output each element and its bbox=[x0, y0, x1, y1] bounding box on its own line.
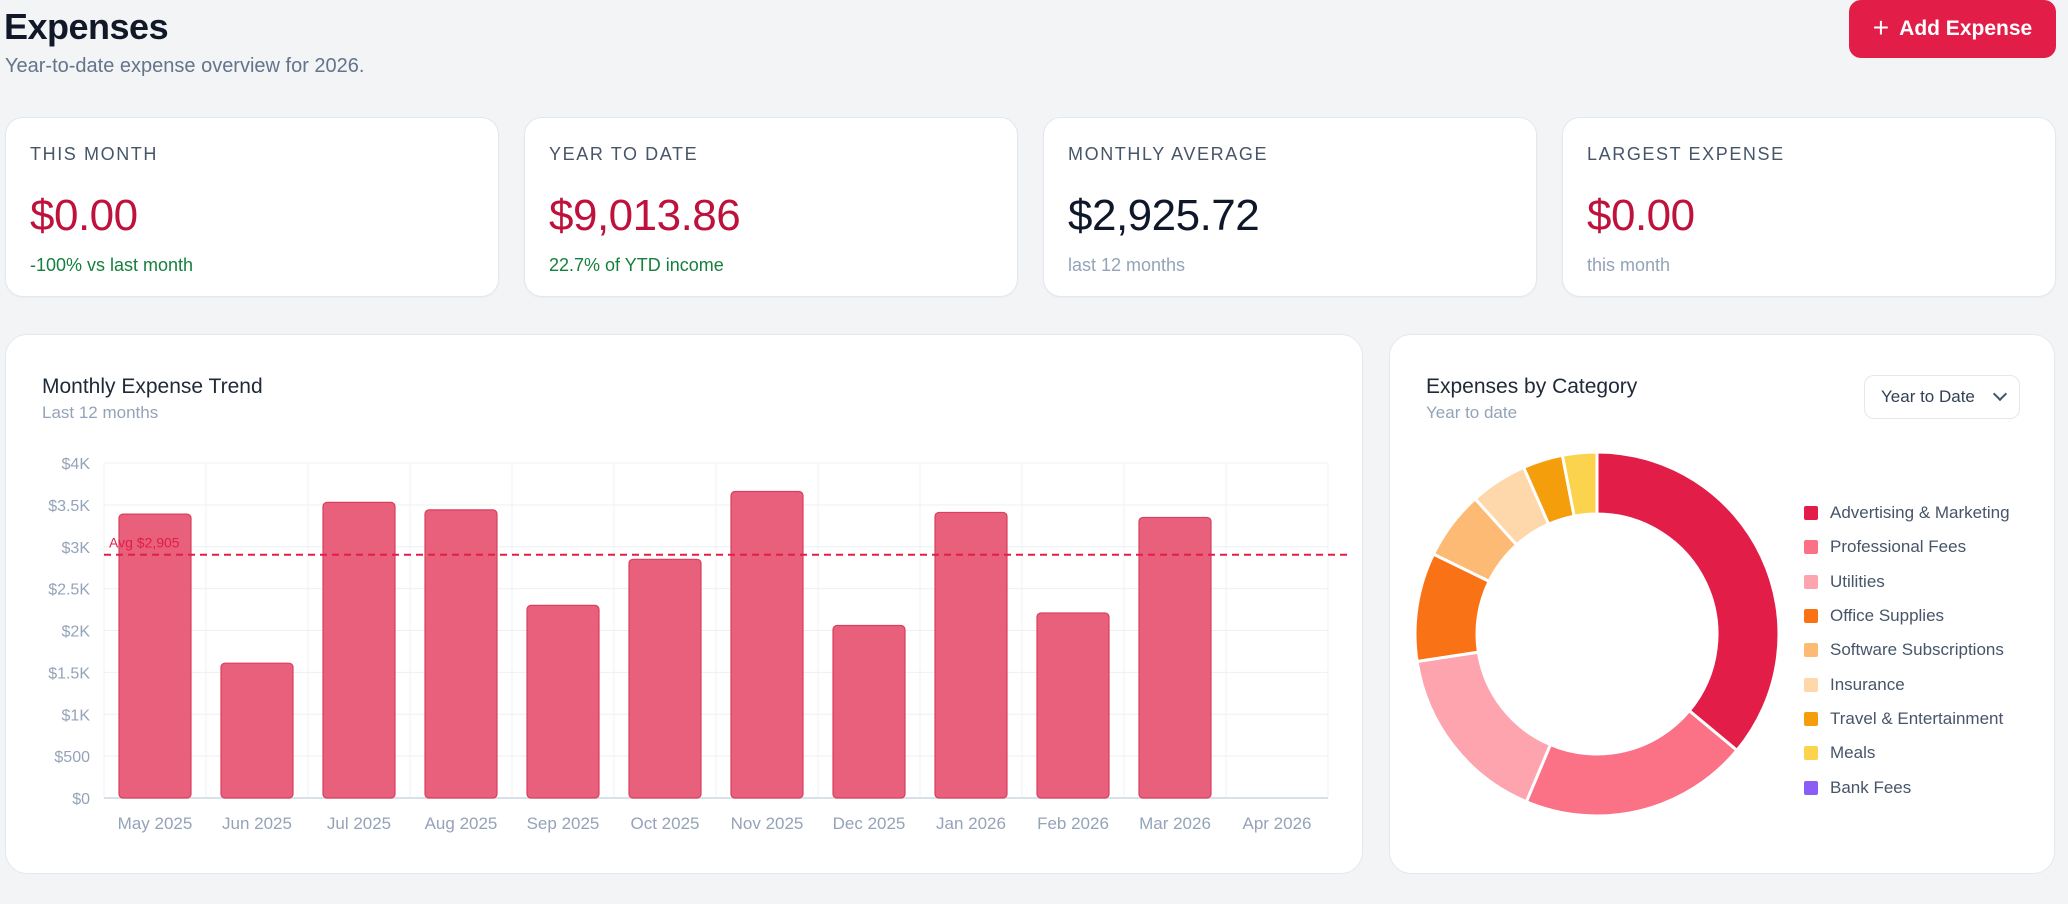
legend-swatch bbox=[1804, 780, 1818, 795]
category-legend: Advertising & Marketing Professional Fees… bbox=[1804, 496, 2010, 805]
category-subtitle: Year to date bbox=[1426, 403, 1518, 422]
legend-swatch bbox=[1804, 540, 1818, 555]
x-tick-label: Apr 2026 bbox=[1243, 814, 1312, 833]
legend-item[interactable]: Utilities bbox=[1804, 565, 2010, 599]
legend-item[interactable]: Bank Fees bbox=[1804, 770, 2010, 804]
bar bbox=[322, 501, 396, 799]
bar bbox=[1138, 516, 1212, 799]
donut-slice bbox=[1524, 708, 1740, 818]
legend-label: Bank Fees bbox=[1830, 777, 1912, 797]
card-sub: 22.7% of YTD income bbox=[549, 255, 724, 275]
card-value: $0.00 bbox=[30, 191, 138, 240]
x-tick-label: Dec 2025 bbox=[833, 814, 906, 833]
card-value: $9,013.86 bbox=[549, 191, 741, 240]
y-tick-label: $1K bbox=[62, 707, 91, 724]
period-dropdown[interactable]: Year to Date bbox=[1864, 375, 2020, 419]
x-tick-label: Jan 2026 bbox=[936, 814, 1006, 833]
card-value: $2,925.72 bbox=[1068, 191, 1260, 240]
card-label: This Month bbox=[30, 144, 158, 164]
bar bbox=[424, 509, 498, 799]
card-monthly-average: Monthly Average $2,925.72 last 12 months bbox=[1043, 117, 1537, 297]
add-expense-button[interactable]: + Add Expense bbox=[1849, 0, 2056, 58]
x-tick-label: May 2025 bbox=[118, 814, 193, 833]
legend-label: Meals bbox=[1830, 743, 1876, 763]
legend-swatch bbox=[1804, 643, 1818, 658]
card-sub: -100% vs last month bbox=[30, 255, 194, 275]
period-dropdown-value: Year to Date bbox=[1881, 387, 1975, 406]
page-title: Expenses bbox=[4, 6, 169, 47]
legend-item[interactable]: Advertising & Marketing bbox=[1804, 496, 2010, 530]
expense-bar-chart: $0 $500 $1K $1.5K $2K $2.5K $3K $3.5K $4K May 202… bbox=[48, 456, 1348, 833]
x-tick-label: Jun 2025 bbox=[222, 814, 292, 833]
category-panel: Expenses by Category Year to date Year t… bbox=[1389, 334, 2055, 874]
legend-label: Professional Fees bbox=[1830, 537, 1967, 557]
donut-slice bbox=[1415, 650, 1553, 804]
card-value: $0.00 bbox=[1587, 191, 1695, 240]
card-year-to-date: Year to Date $9,013.86 22.7% of YTD inco… bbox=[524, 117, 1018, 297]
bar bbox=[934, 511, 1008, 799]
bar bbox=[628, 558, 702, 799]
chevron-down-icon bbox=[1992, 386, 2008, 402]
trend-title: Monthly Expense Trend bbox=[42, 375, 263, 398]
x-tick-label: Nov 2025 bbox=[731, 814, 804, 833]
legend-item[interactable]: Software Subscriptions bbox=[1804, 633, 2010, 667]
card-sub: last 12 months bbox=[1068, 255, 1186, 275]
y-tick-label: $3K bbox=[62, 540, 91, 557]
bar bbox=[220, 662, 294, 799]
y-tick-label: $2.5K bbox=[48, 582, 90, 599]
x-tick-label: Aug 2025 bbox=[425, 814, 498, 833]
bar bbox=[118, 513, 192, 799]
donut-slice bbox=[1595, 450, 1781, 753]
legend-label: Utilities bbox=[1830, 571, 1885, 591]
card-largest-expense: Largest Expense $0.00 this month bbox=[1562, 117, 2056, 297]
legend-swatch bbox=[1804, 574, 1818, 589]
bar bbox=[730, 490, 804, 799]
y-tick-label: $2K bbox=[62, 624, 91, 641]
legend-item[interactable]: Insurance bbox=[1804, 667, 2010, 701]
y-tick-label: $3.5K bbox=[48, 498, 90, 515]
y-tick-label: $4K bbox=[62, 456, 91, 473]
x-tick-label: Mar 2026 bbox=[1139, 814, 1211, 833]
legend-label: Advertising & Marketing bbox=[1830, 503, 2010, 523]
category-title: Expenses by Category bbox=[1426, 375, 1638, 398]
card-label: Monthly Average bbox=[1068, 144, 1269, 164]
donut-slice bbox=[1560, 450, 1599, 518]
legend-label: Insurance bbox=[1830, 674, 1905, 694]
legend-item[interactable]: Travel & Entertainment bbox=[1804, 702, 2010, 736]
legend-label: Travel & Entertainment bbox=[1830, 708, 2004, 728]
page-subtitle: Year-to-date expense overview for 2026. bbox=[5, 55, 365, 77]
card-label: Largest Expense bbox=[1587, 144, 1785, 164]
category-donut-chart bbox=[1413, 450, 1781, 818]
average-label: Avg $2,905 bbox=[109, 535, 180, 551]
plus-icon: + bbox=[1872, 11, 1890, 43]
add-expense-label: Add Expense bbox=[1899, 17, 2033, 40]
bar bbox=[832, 624, 906, 799]
legend-label: Office Supplies bbox=[1830, 606, 1945, 626]
expense-trend-panel: Monthly Expense Trend Last 12 months $0 $… bbox=[5, 334, 1363, 874]
x-tick-label: Jul 2025 bbox=[327, 814, 391, 833]
legend-item[interactable]: Professional Fees bbox=[1804, 530, 2010, 564]
bar bbox=[526, 604, 600, 799]
x-tick-label: Oct 2025 bbox=[631, 814, 700, 833]
legend-swatch bbox=[1804, 746, 1818, 761]
trend-subtitle: Last 12 months bbox=[42, 403, 159, 422]
x-tick-label: Feb 2026 bbox=[1037, 814, 1109, 833]
card-sub: this month bbox=[1587, 255, 1671, 275]
y-tick-label: $500 bbox=[54, 749, 90, 766]
card-label: Year to Date bbox=[549, 144, 699, 164]
y-tick-label: $1.5K bbox=[48, 665, 90, 682]
legend-swatch bbox=[1804, 506, 1818, 521]
legend-label: Software Subscriptions bbox=[1830, 640, 2004, 660]
bar bbox=[1036, 612, 1110, 799]
legend-item[interactable]: Meals bbox=[1804, 736, 2010, 770]
x-tick-label: Sep 2025 bbox=[527, 814, 600, 833]
legend-swatch bbox=[1804, 677, 1818, 692]
legend-item[interactable]: Office Supplies bbox=[1804, 599, 2010, 633]
legend-swatch bbox=[1804, 711, 1818, 726]
y-tick-label: $0 bbox=[72, 791, 90, 808]
card-this-month: This Month $0.00 -100% vs last month bbox=[5, 117, 499, 297]
legend-swatch bbox=[1804, 609, 1818, 624]
summary-cards: This Month $0.00 -100% vs last month Yea… bbox=[5, 117, 2056, 297]
